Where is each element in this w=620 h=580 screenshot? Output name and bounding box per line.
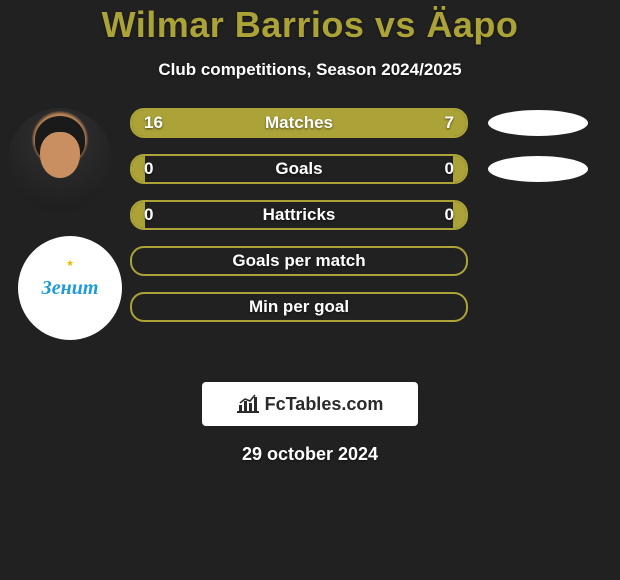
avatars-column: ★ Зенит — [0, 108, 130, 368]
stat-bar-right-fill — [453, 156, 466, 182]
infographic-container: Wilmar Barrios vs Äapo Club competitions… — [0, 0, 620, 465]
stat-rows: Matches167Goals00Hattricks00Goals per ma… — [130, 108, 620, 338]
stats-area: ★ Зенит Matches167Goals00Hattricks00Goal… — [0, 108, 620, 368]
stat-value-left: 16 — [144, 110, 163, 136]
stat-row: Hattricks00 — [130, 200, 600, 230]
page-title: Wilmar Barrios vs Äapo — [0, 4, 620, 46]
stat-row: Min per goal — [130, 292, 600, 322]
club-badge-text: Зенит — [42, 277, 99, 300]
stat-bar: Goals per match — [130, 246, 468, 276]
stat-value-left: 0 — [144, 156, 153, 182]
footer-logo: FcTables.com — [202, 382, 418, 426]
footer-date: 29 october 2024 — [0, 444, 620, 465]
player-avatar — [8, 108, 112, 212]
stat-row: Matches167 — [130, 108, 600, 138]
stat-bar: Min per goal — [130, 292, 468, 322]
stat-bar-right-fill — [453, 202, 466, 228]
opponent-badge — [488, 110, 588, 136]
chart-icon — [237, 394, 259, 414]
club-badge-star-icon: ★ — [66, 258, 74, 269]
club-badge: ★ Зенит — [18, 236, 122, 340]
stat-bar: Hattricks00 — [130, 200, 468, 230]
stat-value-right: 7 — [445, 110, 454, 136]
opponent-badge-slot — [482, 110, 594, 136]
stat-value-right: 0 — [445, 202, 454, 228]
stat-value-left: 0 — [144, 202, 153, 228]
stat-bar-left-fill — [132, 110, 366, 136]
opponent-badge-slot — [482, 156, 594, 182]
stat-row: Goals per match — [130, 246, 600, 276]
stat-value-right: 0 — [445, 156, 454, 182]
opponent-badge — [488, 156, 588, 182]
stat-bar: Goals00 — [130, 154, 468, 184]
stat-bar-mid — [132, 294, 466, 320]
footer-logo-text: FcTables.com — [265, 394, 384, 415]
page-subtitle: Club competitions, Season 2024/2025 — [0, 60, 620, 80]
stat-bar-mid — [145, 202, 452, 228]
stat-bar-mid — [132, 248, 466, 274]
stat-bar: Matches167 — [130, 108, 468, 138]
stat-bar-mid — [145, 156, 452, 182]
stat-row: Goals00 — [130, 154, 600, 184]
